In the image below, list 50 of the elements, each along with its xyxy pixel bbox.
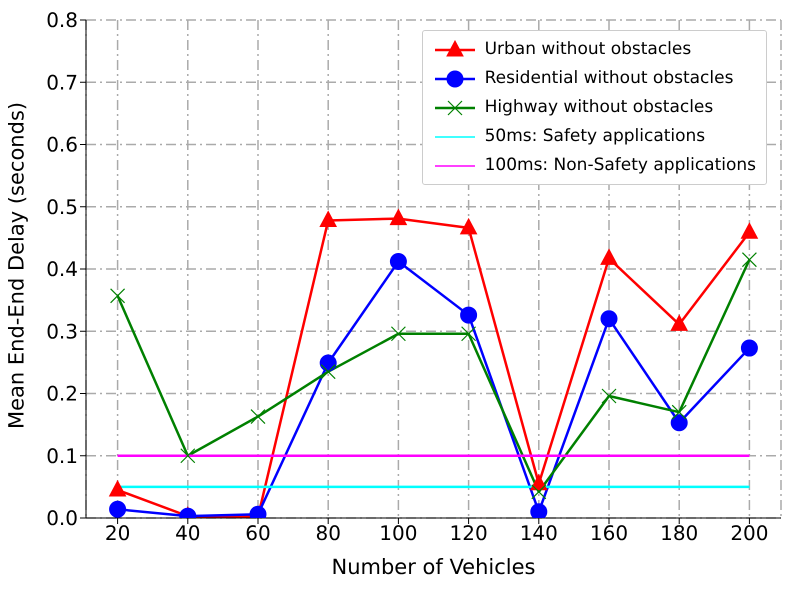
point [109,480,126,496]
x-axis-title: Number of Vehicles [332,555,536,579]
legend-label: 100ms: Non-Safety applications [484,154,756,177]
point [740,222,758,239]
point [600,248,618,265]
x-tick-label: 80 [315,521,341,546]
point [740,340,758,357]
point [460,306,478,324]
legend-label: Highway without obstacles [484,96,714,119]
x-tick-label: 140 [520,521,558,546]
y-tick-label: 0.4 [46,257,78,282]
legend-label: Residential without obstacles [484,67,734,90]
legend-label: 50ms: Safety applications [484,125,706,148]
point [390,253,407,270]
x-tick-label: 200 [730,521,769,546]
point [110,288,126,304]
point [672,404,687,420]
point [390,326,406,342]
x-tick-label: 120 [450,521,488,546]
y-tick-label: 0.5 [46,194,78,219]
point [180,448,196,464]
point [390,209,407,226]
point [530,503,548,518]
y-tick-label: 0.7 [46,70,78,94]
x-tick-label: 20 [104,521,130,546]
y-tick-label: 0.2 [46,382,78,406]
point [670,414,688,432]
point [601,388,617,404]
point [320,210,337,227]
x-tick-label: 160 [590,521,628,546]
legend-label: Urban without obstacles [484,38,692,61]
y-tick-label: 0.3 [46,319,78,344]
y-tick-label: 0.1 [46,444,78,468]
point [460,218,478,234]
point [461,326,476,342]
y-tick-label: 0.0 [46,506,78,530]
point [320,364,336,380]
point [109,500,126,518]
point [250,408,266,424]
y-tick-label: 0.6 [46,132,78,157]
point [742,252,758,268]
x-tick-label: 40 [175,521,201,546]
point [320,354,337,372]
x-tick-label: 100 [379,521,418,546]
y-tick-label: 0.8 [46,8,78,32]
point [531,484,546,500]
point [670,314,688,331]
point [600,310,618,328]
x-tick-label: 180 [660,521,698,546]
x-tick-label: 60 [245,521,271,546]
